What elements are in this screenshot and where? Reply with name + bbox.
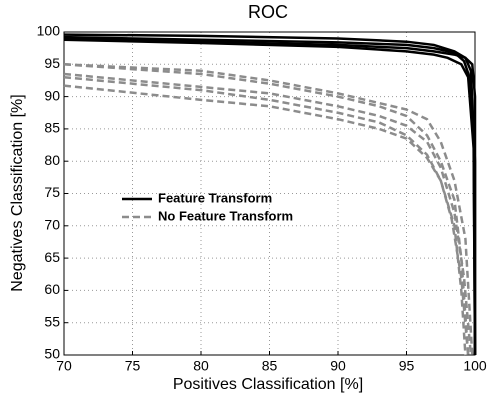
y-tick-label: 95 <box>44 55 60 71</box>
roc-curve <box>63 37 477 355</box>
chart-title: ROC <box>248 2 288 22</box>
x-tick-label: 90 <box>330 358 346 374</box>
roc-curve <box>63 38 477 356</box>
y-tick-label: 90 <box>44 87 60 103</box>
y-tick-label: 70 <box>44 217 60 233</box>
x-tick-label: 95 <box>399 358 415 374</box>
y-tick-label: 75 <box>44 184 60 200</box>
roc-curve <box>63 72 473 356</box>
y-tick-label: 60 <box>44 281 60 297</box>
roc-curve <box>63 63 470 356</box>
y-tick-label: 85 <box>44 120 60 136</box>
roc-curve <box>63 75 467 356</box>
y-tick-label: 65 <box>44 249 60 265</box>
x-axis-label: Positives Classification [%] <box>173 376 363 393</box>
x-tick-label: 85 <box>262 358 278 374</box>
x-tick-label: 70 <box>56 358 72 374</box>
roc-curve <box>63 63 474 356</box>
y-tick-label: 55 <box>44 313 60 329</box>
y-tick-label: 50 <box>44 346 60 362</box>
legend-label: No Feature Transform <box>158 208 293 223</box>
y-tick-label: 100 <box>37 23 61 39</box>
roc-curve <box>63 35 477 356</box>
x-tick-label: 75 <box>125 358 141 374</box>
x-tick-label: 100 <box>463 358 487 374</box>
y-tick-label: 80 <box>44 152 60 168</box>
x-tick-label: 80 <box>193 358 209 374</box>
legend-label: Feature Transform <box>158 190 272 205</box>
roc-curve <box>63 84 470 356</box>
y-axis-label: Negatives Classification [%] <box>9 94 26 291</box>
